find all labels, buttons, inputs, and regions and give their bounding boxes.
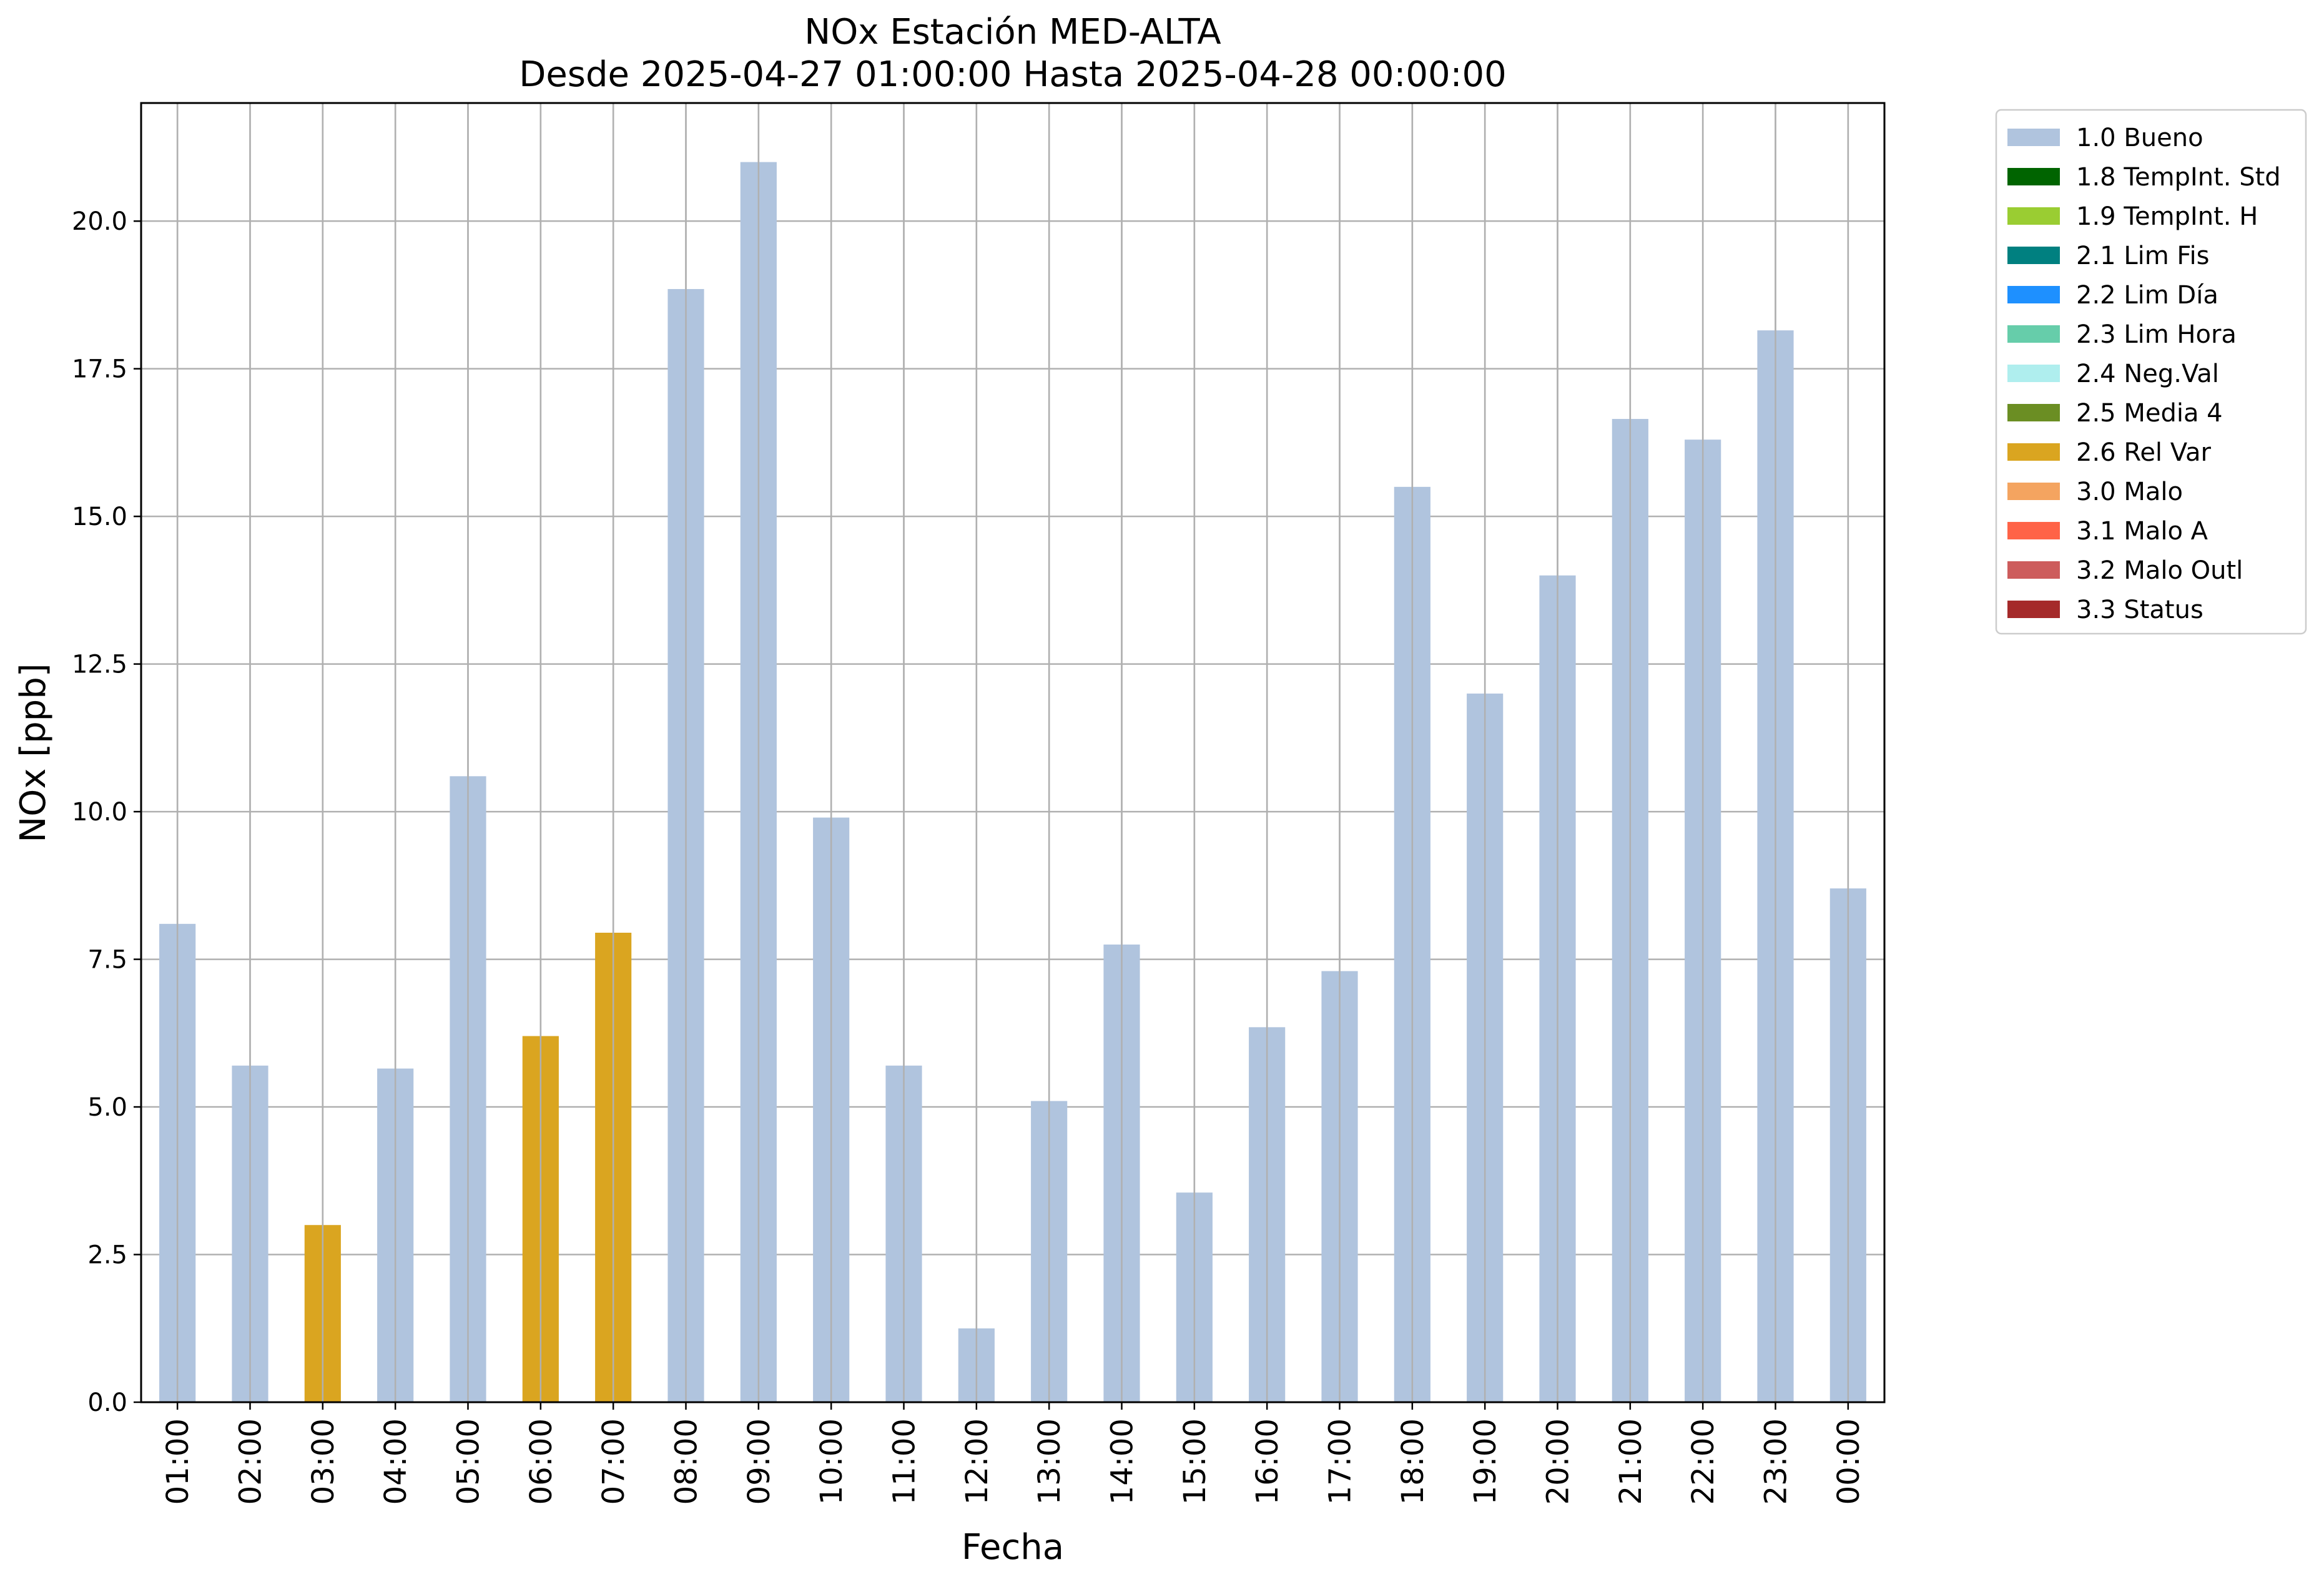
x-tick-label: 01:00 xyxy=(160,1418,195,1505)
legend-label: 2.1 Lim Fis xyxy=(2076,242,2209,270)
legend-swatch xyxy=(2007,522,2060,539)
x-tick-label: 18:00 xyxy=(1396,1418,1430,1505)
x-tick-label: 14:00 xyxy=(1105,1418,1140,1505)
plot-frame xyxy=(140,102,1886,1403)
x-tick-label: 17:00 xyxy=(1323,1418,1358,1505)
x-tick-label: 11:00 xyxy=(887,1418,922,1505)
legend: 1.0 Bueno 1.8 TempInt. Std 1.9 TempInt. H 2… xyxy=(1995,109,2307,635)
y-tick-label: 0.0 xyxy=(87,1388,127,1417)
legend-swatch xyxy=(2007,601,2060,618)
x-tick-label: 19:00 xyxy=(1468,1418,1503,1505)
chart-title: NOx Estación MED-ALTA xyxy=(804,12,1221,52)
legend-label: 3.1 Malo A xyxy=(2076,517,2208,546)
legend-swatch xyxy=(2007,404,2060,421)
x-tick-label: 13:00 xyxy=(1032,1418,1067,1505)
y-tick-label: 2.5 xyxy=(87,1241,127,1270)
legend-label: 2.5 Media 4 xyxy=(2076,399,2223,428)
x-tick-label: 09:00 xyxy=(742,1418,777,1505)
x-tick-label: 05:00 xyxy=(451,1418,486,1505)
x-tick-label: 21:00 xyxy=(1613,1418,1648,1505)
y-tick-label: 10.0 xyxy=(72,798,127,827)
legend-label: 1.8 TempInt. Std xyxy=(2076,163,2281,192)
x-tick-label: 03:00 xyxy=(306,1418,341,1505)
x-tick-label: 15:00 xyxy=(1178,1418,1213,1505)
legend-label: 3.0 Malo xyxy=(2076,478,2183,506)
legend-label: 3.3 Status xyxy=(2076,596,2203,624)
bars xyxy=(159,103,1866,1403)
x-tick-label: 12:00 xyxy=(960,1418,995,1505)
legend-swatch xyxy=(2007,286,2060,303)
y-tick-label: 15.0 xyxy=(72,503,127,531)
x-tick-label: 07:00 xyxy=(596,1418,631,1505)
x-axis-label: Fecha xyxy=(962,1527,1064,1568)
legend-swatch xyxy=(2007,561,2060,579)
x-tick-label: 16:00 xyxy=(1250,1418,1285,1505)
legend-swatch xyxy=(2007,483,2060,500)
x-tick-label: 20:00 xyxy=(1541,1418,1576,1505)
x-tick-label: 23:00 xyxy=(1759,1418,1794,1505)
y-tick-label: 5.0 xyxy=(87,1093,127,1122)
y-tick-label: 20.0 xyxy=(72,207,127,236)
x-tick-label: 02:00 xyxy=(234,1418,268,1505)
legend-label: 1.0 Bueno xyxy=(2076,124,2203,152)
x-tick-label: 10:00 xyxy=(814,1418,849,1505)
x-tick-label: 22:00 xyxy=(1686,1418,1721,1505)
x-tick-label: 00:00 xyxy=(1831,1418,1866,1505)
chart-subtitle: Desde 2025-04-27 01:00:00 Hasta 2025-04-… xyxy=(519,54,1507,95)
legend-label: 2.4 Neg.Val xyxy=(2076,360,2219,388)
legend-label: 2.6 Rel Var xyxy=(2076,438,2212,467)
legend-swatch xyxy=(2007,129,2060,146)
legend-frame xyxy=(1995,109,2307,635)
y-tick-label: 7.5 xyxy=(87,946,127,975)
legend-swatch xyxy=(2007,443,2060,461)
y-axis-label: NOx [ppb] xyxy=(13,663,54,842)
legend-swatch xyxy=(2007,247,2060,264)
legend-label: 1.9 TempInt. H xyxy=(2076,202,2258,231)
legend-label: 2.2 Lim Día xyxy=(2076,281,2218,310)
x-tick-label: 06:00 xyxy=(524,1418,559,1505)
y-tick-label: 12.5 xyxy=(72,651,127,679)
legend-swatch xyxy=(2007,365,2060,382)
legend-swatch xyxy=(2007,207,2060,225)
y-tick-label: 17.5 xyxy=(72,355,127,384)
x-tick-label: 04:00 xyxy=(378,1418,413,1505)
legend-label: 2.3 Lim Hora xyxy=(2076,320,2237,349)
x-tick-label: 08:00 xyxy=(669,1418,704,1505)
legend-swatch xyxy=(2007,325,2060,343)
legend-swatch xyxy=(2007,168,2060,185)
legend-label: 3.2 Malo Outl xyxy=(2076,556,2243,585)
axes: 0.0 2.5 5.0 7.5 10.0 12.5 15.0 17.5 20.0 01:00 02:… xyxy=(72,102,1886,1505)
